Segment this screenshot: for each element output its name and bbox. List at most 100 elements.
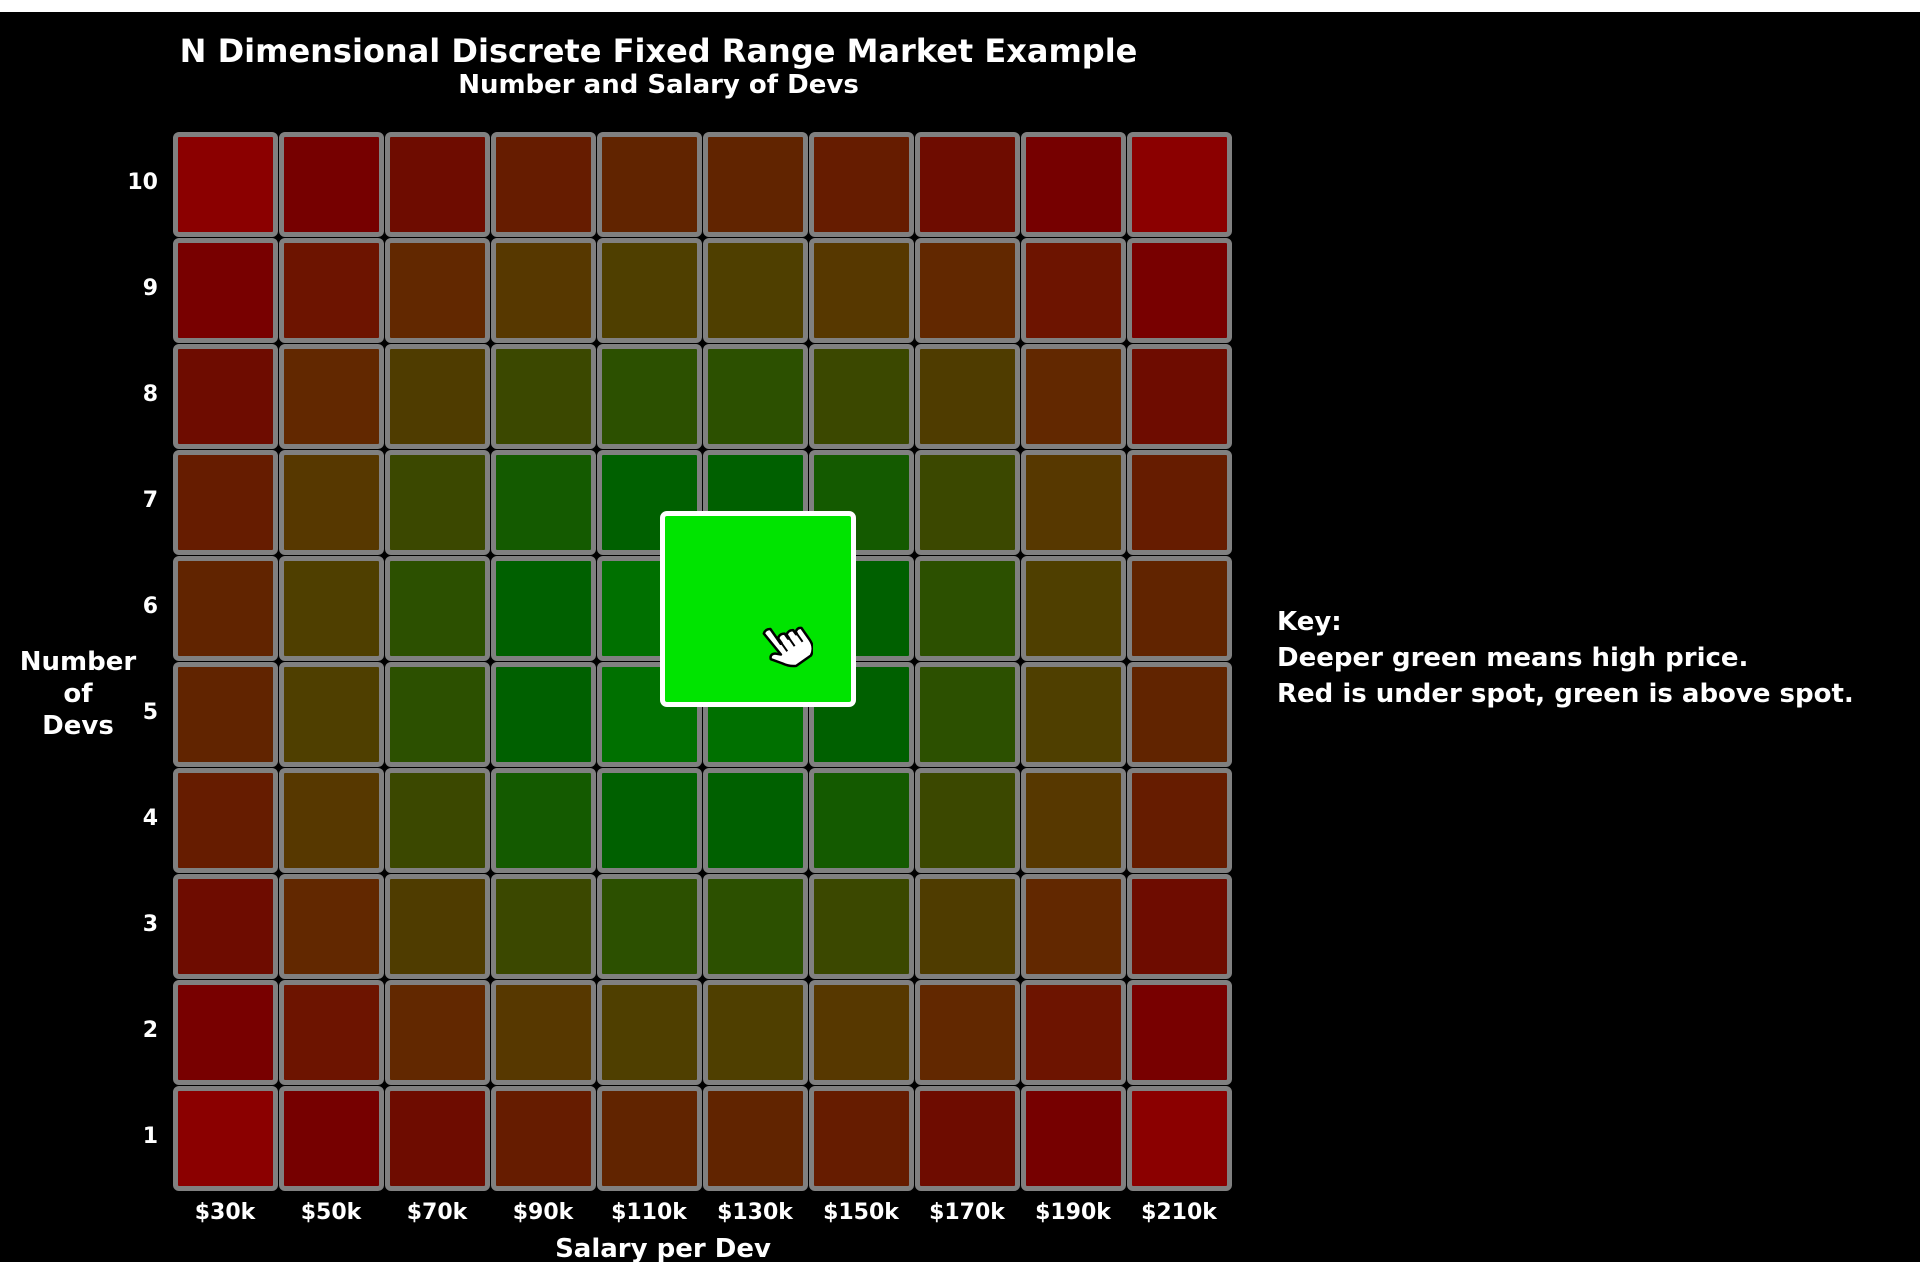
key-line-green: Deeper green means high price. <box>1277 643 1749 673</box>
cell-$210k-3[interactable] <box>1127 874 1232 979</box>
cell-$150k-2[interactable] <box>809 980 914 1085</box>
cell-$130k-3[interactable] <box>703 874 808 979</box>
cell-$130k-10[interactable] <box>703 132 808 237</box>
cell-$50k-7[interactable] <box>279 450 384 555</box>
cell-$30k-10[interactable] <box>173 132 278 237</box>
cell-$70k-1[interactable] <box>385 1086 490 1191</box>
cell-$150k-8[interactable] <box>809 344 914 449</box>
cell-$90k-9[interactable] <box>491 238 596 343</box>
cell-$110k-8[interactable] <box>597 344 702 449</box>
cell-$150k-9[interactable] <box>809 238 914 343</box>
cell-$190k-4[interactable] <box>1021 768 1126 873</box>
cell-$30k-6[interactable] <box>173 556 278 661</box>
cell-$190k-8[interactable] <box>1021 344 1126 449</box>
cell-$50k-6[interactable] <box>279 556 384 661</box>
cell-$90k-8[interactable] <box>491 344 596 449</box>
cell-$190k-5[interactable] <box>1021 662 1126 767</box>
cell-$70k-8[interactable] <box>385 344 490 449</box>
cell-$190k-2[interactable] <box>1021 980 1126 1085</box>
cell-$30k-7[interactable] <box>173 450 278 555</box>
selected-cell[interactable] <box>660 511 856 707</box>
cell-$90k-2[interactable] <box>491 980 596 1085</box>
cell-$110k-10[interactable] <box>597 132 702 237</box>
cell-$90k-4[interactable] <box>491 768 596 873</box>
cell-$70k-2[interactable] <box>385 980 490 1085</box>
cell-$70k-4[interactable] <box>385 768 490 873</box>
cell-$30k-3[interactable] <box>173 874 278 979</box>
cell-$50k-5[interactable] <box>279 662 384 767</box>
cell-$110k-1[interactable] <box>597 1086 702 1191</box>
cell-$170k-6[interactable] <box>915 556 1020 661</box>
cell-$50k-2[interactable] <box>279 980 384 1085</box>
x-tick-label: $50k <box>300 1200 362 1225</box>
cell-$90k-10[interactable] <box>491 132 596 237</box>
cell-$70k-5[interactable] <box>385 662 490 767</box>
x-axis-label: Salary per Dev <box>555 1234 771 1264</box>
cell-$110k-9[interactable] <box>597 238 702 343</box>
cell-$110k-2[interactable] <box>597 980 702 1085</box>
cell-$50k-3[interactable] <box>279 874 384 979</box>
y-tick-label: 6 <box>142 594 158 619</box>
cell-$170k-2[interactable] <box>915 980 1020 1085</box>
cell-$110k-4[interactable] <box>597 768 702 873</box>
y-tick-label: 10 <box>127 170 158 195</box>
cell-$70k-9[interactable] <box>385 238 490 343</box>
cell-$30k-2[interactable] <box>173 980 278 1085</box>
cell-$90k-7[interactable] <box>491 450 596 555</box>
cell-$190k-9[interactable] <box>1021 238 1126 343</box>
cell-$50k-10[interactable] <box>279 132 384 237</box>
cell-$210k-7[interactable] <box>1127 450 1232 555</box>
cell-$110k-3[interactable] <box>597 874 702 979</box>
cell-$190k-7[interactable] <box>1021 450 1126 555</box>
cell-$170k-1[interactable] <box>915 1086 1020 1191</box>
cell-$150k-10[interactable] <box>809 132 914 237</box>
cell-$50k-4[interactable] <box>279 768 384 873</box>
cell-$90k-1[interactable] <box>491 1086 596 1191</box>
cell-$210k-1[interactable] <box>1127 1086 1232 1191</box>
cell-$190k-6[interactable] <box>1021 556 1126 661</box>
cell-$170k-9[interactable] <box>915 238 1020 343</box>
cell-$90k-6[interactable] <box>491 556 596 661</box>
cell-$210k-9[interactable] <box>1127 238 1232 343</box>
cell-$170k-8[interactable] <box>915 344 1020 449</box>
cell-$130k-9[interactable] <box>703 238 808 343</box>
cell-$130k-2[interactable] <box>703 980 808 1085</box>
heatmap-grid <box>173 132 1233 1192</box>
cell-$130k-8[interactable] <box>703 344 808 449</box>
cell-$210k-8[interactable] <box>1127 344 1232 449</box>
cell-$150k-3[interactable] <box>809 874 914 979</box>
cell-$30k-9[interactable] <box>173 238 278 343</box>
cell-$170k-3[interactable] <box>915 874 1020 979</box>
cell-$90k-3[interactable] <box>491 874 596 979</box>
cell-$50k-8[interactable] <box>279 344 384 449</box>
cell-$210k-6[interactable] <box>1127 556 1232 661</box>
cell-$30k-5[interactable] <box>173 662 278 767</box>
cell-$150k-4[interactable] <box>809 768 914 873</box>
cell-$170k-5[interactable] <box>915 662 1020 767</box>
cell-$70k-3[interactable] <box>385 874 490 979</box>
chart-title: N Dimensional Discrete Fixed Range Marke… <box>179 32 1138 70</box>
cell-$30k-8[interactable] <box>173 344 278 449</box>
cell-$170k-4[interactable] <box>915 768 1020 873</box>
cell-$50k-1[interactable] <box>279 1086 384 1191</box>
cell-$210k-10[interactable] <box>1127 132 1232 237</box>
cell-$90k-5[interactable] <box>491 662 596 767</box>
cell-$190k-10[interactable] <box>1021 132 1126 237</box>
cell-$70k-7[interactable] <box>385 450 490 555</box>
cell-$150k-1[interactable] <box>809 1086 914 1191</box>
cell-$50k-9[interactable] <box>279 238 384 343</box>
cell-$30k-4[interactable] <box>173 768 278 873</box>
cell-$30k-1[interactable] <box>173 1086 278 1191</box>
cell-$70k-10[interactable] <box>385 132 490 237</box>
cell-$170k-7[interactable] <box>915 450 1020 555</box>
cell-$170k-10[interactable] <box>915 132 1020 237</box>
cell-$130k-1[interactable] <box>703 1086 808 1191</box>
y-tick-label: 1 <box>142 1124 158 1149</box>
cell-$210k-5[interactable] <box>1127 662 1232 767</box>
cell-$210k-4[interactable] <box>1127 768 1232 873</box>
cell-$130k-4[interactable] <box>703 768 808 873</box>
cell-$190k-1[interactable] <box>1021 1086 1126 1191</box>
cell-$210k-2[interactable] <box>1127 980 1232 1085</box>
cell-$190k-3[interactable] <box>1021 874 1126 979</box>
cell-$70k-6[interactable] <box>385 556 490 661</box>
